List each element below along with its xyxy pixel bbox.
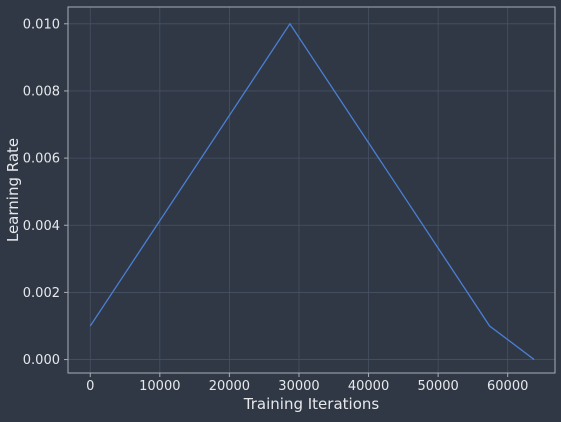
plot-frame <box>68 7 555 373</box>
x-tick-label: 0 <box>86 379 94 394</box>
y-tick-label: 0.002 <box>23 286 60 301</box>
grid <box>68 7 555 373</box>
y-tick-label: 0.010 <box>23 17 60 32</box>
y-axis-label: Learning Rate <box>4 138 22 242</box>
x-tick-label: 30000 <box>278 379 319 394</box>
tick-layer: 0 10000 20000 30000 40000 50000 60000 0.000 0.00… <box>23 17 529 394</box>
y-tick-label: 0.004 <box>23 219 60 234</box>
y-tick-label: 0.008 <box>23 84 60 99</box>
y-tick-label: 0.006 <box>23 152 60 167</box>
x-tick-label: 40000 <box>348 379 389 394</box>
x-tick-label: 60000 <box>487 379 528 394</box>
x-tick-label: 10000 <box>139 379 180 394</box>
x-tick-label: 20000 <box>209 379 250 394</box>
series-layer <box>90 24 534 360</box>
x-tick-label: 50000 <box>417 379 458 394</box>
x-axis-label: Training Iterations <box>243 395 380 413</box>
y-tick-label: 0.000 <box>23 353 60 368</box>
learning-rate-series-line <box>90 24 534 360</box>
